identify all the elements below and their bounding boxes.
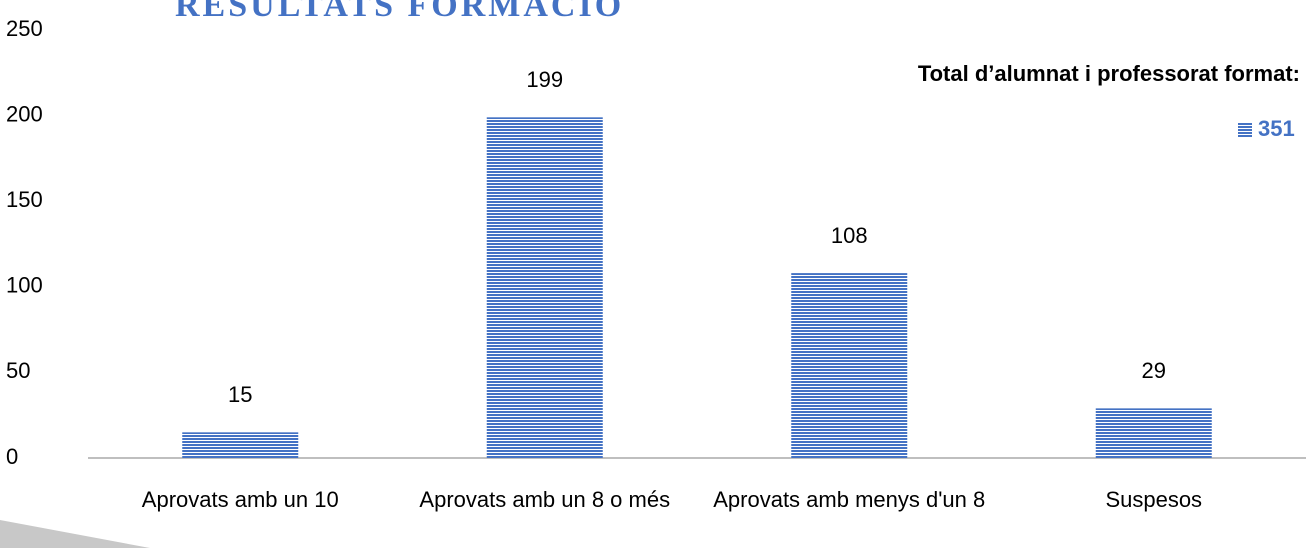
data-label: 15 — [228, 382, 252, 407]
x-tick-label: Aprovats amb un 10 — [141, 487, 339, 512]
y-tick-label: 250 — [6, 16, 43, 41]
data-label: 199 — [526, 67, 563, 92]
legend-title: Total d’alumnat i professorat format: — [918, 61, 1300, 86]
bar — [791, 273, 908, 458]
legend-swatch — [1238, 122, 1252, 138]
x-tick-label: Aprovats amb un 8 o més — [419, 487, 671, 512]
bar — [1095, 408, 1212, 458]
y-tick-label: 200 — [6, 101, 43, 126]
x-tick-label: Aprovats amb menys d'un 8 — [713, 487, 986, 512]
y-tick-label: 0 — [6, 444, 18, 469]
decoration — [0, 520, 150, 548]
x-tick-label: Suspesos — [1105, 487, 1203, 512]
y-tick-label: 150 — [6, 187, 43, 212]
bar — [182, 432, 299, 458]
chart-title: RESULTATS FORMACIÓ — [175, 0, 624, 24]
bar — [486, 117, 603, 458]
data-label: 29 — [1142, 358, 1166, 383]
data-label: 108 — [831, 223, 868, 248]
legend-label: 351 — [1258, 116, 1295, 141]
y-tick-label: 100 — [6, 273, 43, 298]
y-tick-label: 50 — [6, 358, 30, 383]
